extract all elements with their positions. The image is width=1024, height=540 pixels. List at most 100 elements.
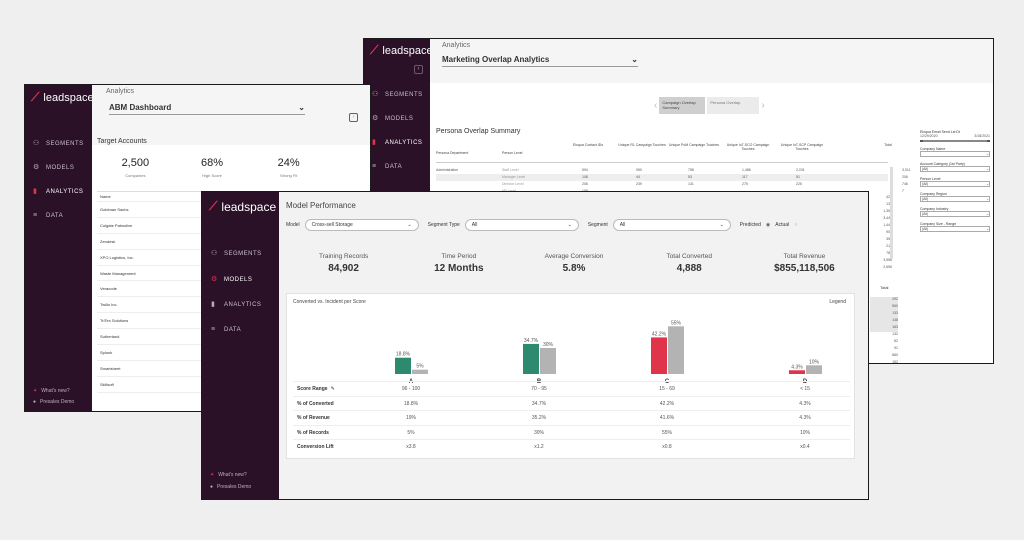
front-user[interactable]: ● Presales Demo — [210, 484, 252, 490]
lower-total-column: 29256013314816313282918601521142964 — [870, 297, 898, 364]
value-cell: 2,031 — [796, 168, 805, 172]
column-header: Total — [884, 143, 892, 147]
front-nav-models[interactable]: ⚙ MODELS — [211, 276, 253, 283]
category-label: B — [537, 379, 542, 385]
back-nav-data[interactable]: ≡ DATA — [372, 163, 403, 170]
next-arrow-icon[interactable]: › — [761, 100, 765, 111]
back-nav-analytics[interactable]: ▮ ANALYTICS — [372, 139, 423, 146]
collapse-icon[interactable]: ‹ — [349, 113, 358, 122]
bar — [395, 357, 411, 374]
table-row: % of Records 5% 30% 55% 10% — [293, 424, 850, 440]
level-cell: Staff Level — [502, 168, 519, 172]
mid-nav-analytics[interactable]: ▮ ANALYTICS — [33, 188, 84, 195]
filter-panel: Eloqua Email Send Lst Dt 12/29/2020 3/18/2… — [920, 125, 990, 232]
mid-nav-models[interactable]: ⚙ MODELS — [33, 164, 75, 171]
chevron-down-icon: ⌄ — [719, 222, 724, 228]
row-label: Score Range ✎ — [297, 386, 335, 392]
segment-select[interactable]: All ⌄ — [612, 219, 731, 231]
filter-label: Eloqua Email Send Lst Dt — [920, 130, 960, 134]
category-label: C — [665, 379, 670, 385]
value-cell: 44 — [636, 175, 640, 179]
front-nav-data[interactable]: ≡ DATA — [211, 326, 242, 333]
filter-label: Company Name — [920, 147, 946, 151]
table-cell: x1.2 — [534, 444, 544, 450]
actual-radio[interactable]: ○ — [794, 222, 798, 228]
filter-select[interactable]: (All) ⌄ — [920, 181, 990, 187]
filter-select[interactable]: (All) ⌄ — [920, 211, 990, 217]
prev-arrow-icon[interactable]: ‹ — [654, 100, 658, 111]
dept-cell: Administration — [436, 168, 459, 172]
mid-user[interactable]: ● Presales Demo — [33, 399, 75, 405]
front-whats-new[interactable]: ✦ What's new? — [210, 472, 247, 478]
model-select[interactable]: Cross-sell Storage ⌄ — [304, 219, 419, 231]
sparkle-icon: ✦ — [33, 388, 38, 394]
total-cell: 152 — [892, 360, 898, 364]
date-slider[interactable] — [920, 140, 990, 142]
filter-select[interactable]: (All) ⌄ — [920, 196, 990, 202]
back-nav-segments[interactable]: ⚇ SEGMENTS — [372, 91, 423, 98]
table-row: Score Range ✎ 96 - 100 70 - 95 15 - 69 < 15 — [293, 381, 850, 396]
mid-dashboard-select[interactable]: ABM Dashboard ⌄ — [109, 103, 305, 115]
mid-logo: ⟋ leadspace — [31, 90, 94, 104]
company-name: Veracode — [100, 286, 117, 292]
column-header: Person Level — [502, 151, 523, 155]
mid-whats-new[interactable]: ✦ What's new? — [33, 388, 70, 394]
value-cell: 746 — [902, 182, 908, 186]
table-cell: x3.8 — [406, 444, 416, 450]
bar — [540, 348, 556, 374]
front-window: ⟋ leadspace ⚇ SEGMENTS ⚙ MODELS ▮ ANALYTICS… — [201, 191, 869, 500]
front-nav-analytics[interactable]: ▮ ANALYTICS — [211, 301, 262, 308]
total-cell: 860 — [892, 353, 898, 357]
total-cell: 135 — [860, 202, 892, 209]
front-logo: ⟋ leadspace — [209, 199, 277, 214]
tab-campaign-overlap[interactable]: Campaign Overlap Summary — [659, 97, 706, 114]
total-cell: 900 — [860, 230, 892, 237]
table-cell: x0.4 — [800, 444, 810, 450]
persona-scrollbar[interactable] — [890, 167, 893, 259]
predicted-radio[interactable]: ◉ — [765, 222, 771, 228]
front-nav-segments[interactable]: ⚇ SEGMENTS — [211, 250, 262, 257]
total-cell: 91 — [894, 346, 898, 350]
table-row: Conversion Lift x3.8 x1.2 x0.8 x0.4 — [293, 439, 850, 454]
mid-nav-segments[interactable]: ⚇ SEGMENTS — [33, 140, 84, 147]
data-label: 30% — [543, 342, 554, 348]
data-icon: ≡ — [33, 212, 38, 219]
collapse-icon[interactable]: ‹ — [414, 65, 423, 74]
filter-label: Company Region — [920, 192, 948, 196]
leadspace-logo-icon: ⟋ — [209, 199, 218, 213]
chevron-down-icon: ⌄ — [986, 227, 989, 231]
kpi-label: Average Conversion — [544, 253, 604, 260]
mid-sidebar: ⟋ leadspace ⚇ SEGMENTS ⚙ MODELS ▮ ANALYTICS… — [25, 85, 94, 411]
total-cell: 421 — [860, 195, 892, 202]
back-dashboard-select[interactable]: Marketing Overlap Analytics ⌄ — [442, 55, 638, 67]
total-cell: 3,444 — [883, 216, 892, 220]
persona-table-header: Persona Department Person Level Eloqua Con… — [436, 139, 892, 163]
filter-select[interactable]: (All) ⌄ — [920, 166, 990, 172]
kpi-card: Time Period 12 Months — [401, 253, 516, 274]
chevron-down-icon: ⌄ — [567, 222, 572, 228]
kpi-card: 68% High Score — [174, 157, 251, 178]
filter-select[interactable]: (All) ⌄ — [920, 226, 990, 232]
filter-select[interactable]: ⌄ — [920, 151, 990, 157]
chevron-down-icon: ⌄ — [986, 182, 989, 186]
tab-persona-overlap[interactable]: Persona Overlap — [707, 97, 760, 114]
value-cell: 758 — [688, 168, 694, 172]
kpi-value: 24% — [277, 157, 300, 169]
kpi-label: Training Records — [318, 253, 369, 260]
edit-icon[interactable]: ✎ — [330, 386, 335, 392]
legend-label[interactable]: Legend — [829, 299, 846, 305]
analytics-icon: ▮ — [372, 139, 377, 146]
segment-type-select[interactable]: All ⌄ — [464, 219, 579, 231]
mid-nav-data[interactable]: ≡ DATA — [33, 212, 64, 219]
total-cell: 787 — [860, 251, 892, 258]
kpi-card: 24% Strong Fit — [250, 157, 327, 178]
total-cell: 148 — [870, 318, 898, 325]
data-label: 42.2% — [652, 331, 667, 337]
bar — [651, 337, 667, 374]
value-cell: 206 — [902, 175, 908, 179]
table-cell: 41.6% — [659, 415, 675, 421]
back-nav-models[interactable]: ⚙ MODELS — [372, 115, 414, 122]
data-label: 18.8% — [396, 352, 411, 358]
table-cell: 30% — [533, 429, 544, 436]
company-name: Smartsheet — [100, 365, 121, 371]
